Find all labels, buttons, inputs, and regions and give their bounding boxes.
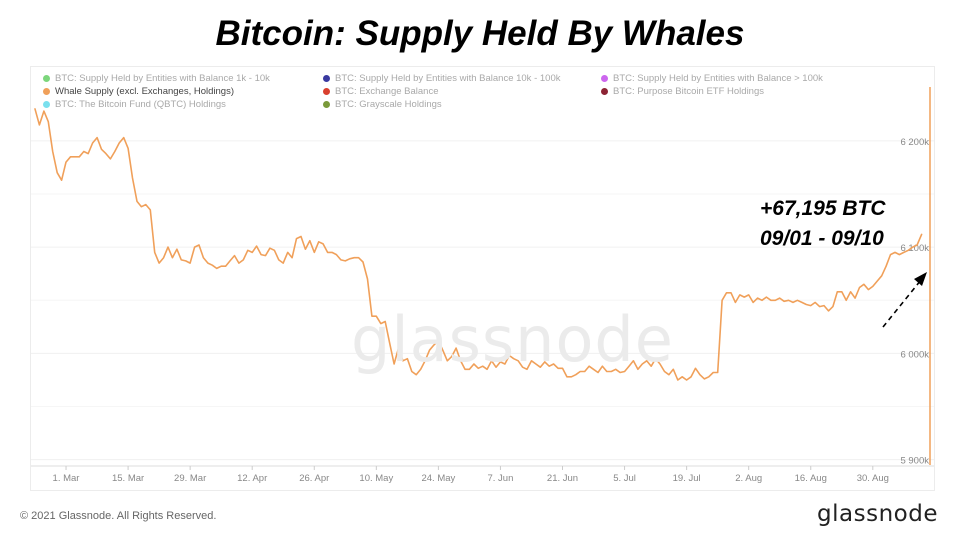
legend-dot-icon [323, 100, 330, 108]
legend-dot-icon [601, 87, 608, 95]
legend-item-whale-supply[interactable]: Whale Supply (excl. Exchanges, Holdings) [43, 86, 234, 97]
legend-item-qbtc[interactable]: BTC: The Bitcoin Fund (QBTC) Holdings [43, 99, 226, 110]
legend-label: BTC: Supply Held by Entities with Balanc… [335, 73, 561, 84]
x-tick-label: 21. Jun [547, 473, 578, 484]
legend-dot-icon [323, 74, 330, 82]
legend-label: BTC: Supply Held by Entities with Balanc… [613, 73, 823, 84]
annotation-arrowhead-icon [914, 272, 927, 286]
x-tick-label: 10. May [359, 473, 393, 484]
legend-label: BTC: Exchange Balance [335, 86, 439, 97]
x-tick-label: 16. Aug [795, 473, 827, 484]
legend-label: BTC: The Bitcoin Fund (QBTC) Holdings [55, 99, 226, 110]
y-tick-label: 6 200k [900, 137, 929, 148]
legend-label: Whale Supply (excl. Exchanges, Holdings) [55, 86, 235, 97]
annotation-arrow-line [882, 279, 922, 328]
page-title: Bitcoin: Supply Held By Whales [215, 14, 745, 53]
chart-canvas[interactable]: 5 900k 6 000k 6 100k 6 200k 1. Mar 15. Mar 29.… [31, 67, 934, 490]
annotation-line-2: 09/01 - 09/10 [760, 227, 884, 250]
legend-dot-icon [601, 74, 608, 82]
legend-dot-icon [323, 87, 330, 95]
footer-copyright: © 2021 Glassnode. All Rights Reserved. [20, 510, 217, 522]
legend-item-exchange-balance[interactable]: BTC: Exchange Balance [323, 86, 439, 97]
legend-dot-icon [43, 100, 50, 108]
x-tick-label: 30. Aug [857, 473, 889, 484]
watermark: glassnode [351, 303, 674, 376]
chart-area[interactable]: 5 900k 6 000k 6 100k 6 200k 1. Mar 15. Mar 29.… [30, 66, 935, 491]
legend-item-grayscale[interactable]: BTC: Grayscale Holdings [323, 99, 442, 110]
footer-logo: glassnode [817, 501, 938, 527]
legend-item-purpose-etf[interactable]: BTC: Purpose Bitcoin ETF Holdings [601, 86, 764, 97]
legend-label: BTC: Purpose Bitcoin ETF Holdings [613, 86, 765, 97]
x-tick-label: 1. Mar [53, 473, 80, 484]
x-tick-label: 29. Mar [174, 473, 206, 484]
y-tick-label: 6 000k [900, 349, 929, 360]
x-tick-label: 5. Jul [613, 473, 636, 484]
legend-label: BTC: Grayscale Holdings [335, 99, 442, 110]
x-tick-label: 2. Aug [735, 473, 762, 484]
y-tick-label: 5 900k [900, 456, 929, 467]
x-tick-label: 24. May [421, 473, 455, 484]
y-tick-label: 6 100k [900, 243, 929, 254]
x-tick-label: 19. Jul [673, 473, 701, 484]
legend-label: BTC: Supply Held by Entities with Balanc… [55, 73, 270, 84]
series-line-whale-supply [34, 108, 923, 381]
legend-dot-icon [43, 74, 50, 82]
x-tick-label: 7. Jun [488, 473, 514, 484]
x-tick-label: 26. Apr [299, 473, 329, 484]
legend-item-1k-10k[interactable]: BTC: Supply Held by Entities with Balanc… [43, 73, 270, 84]
annotation-line-1: +67,195 BTC [760, 197, 886, 220]
legend-item-over-100k[interactable]: BTC: Supply Held by Entities with Balanc… [601, 73, 823, 84]
legend-dot-icon [43, 87, 50, 95]
x-tick-label: 12. Apr [237, 473, 267, 484]
x-tick-label: 15. Mar [112, 473, 144, 484]
legend-item-10k-100k[interactable]: BTC: Supply Held by Entities with Balanc… [323, 73, 560, 84]
